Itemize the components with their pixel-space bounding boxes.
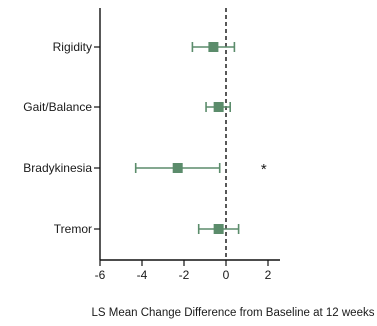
point-estimate bbox=[213, 102, 224, 112]
x-tick-label: 2 bbox=[265, 268, 272, 282]
point-estimate bbox=[208, 42, 219, 52]
axes: -6 -4 -2 0 2 Rigidity Gait/Balance Bradykinesia… bbox=[23, 8, 280, 282]
x-tick-label: -2 bbox=[179, 268, 190, 282]
point-estimate bbox=[213, 224, 224, 234]
category-label: Rigidity bbox=[53, 40, 92, 54]
x-tick-label: 0 bbox=[223, 268, 230, 282]
category-label: Gait/Balance bbox=[23, 100, 92, 114]
category-label: Tremor bbox=[54, 222, 92, 236]
x-tick-label: -4 bbox=[137, 268, 148, 282]
x-tick-label: -6 bbox=[95, 268, 106, 282]
x-axis-title: LS Mean Change Difference from Baseline … bbox=[92, 307, 375, 319]
significance-marker: * bbox=[261, 161, 267, 178]
point-estimate bbox=[172, 163, 183, 173]
marks: * bbox=[134, 42, 267, 234]
category-label: Bradykinesia bbox=[23, 161, 92, 175]
